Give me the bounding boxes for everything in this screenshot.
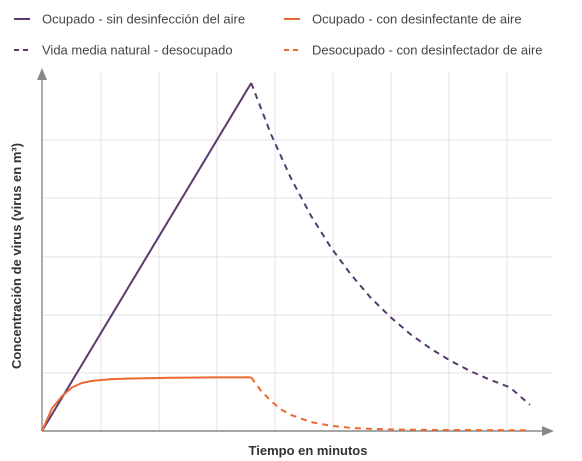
x-axis-arrow — [542, 426, 554, 436]
series-line-1 — [41, 82, 253, 432]
legend-label-4: Desocupado - con desinfectador de aire — [312, 43, 543, 58]
grid — [42, 73, 552, 431]
y-axis-label: Concentración de virus (virus en m³) — [9, 143, 24, 369]
series-line-2 — [41, 376, 252, 432]
legend: Ocupado - sin desinfección del aire Ocupa… — [14, 12, 543, 58]
legend-label-3: Vida media natural - desocupado — [42, 43, 233, 58]
y-axis-arrow — [37, 68, 47, 80]
series-line-3 — [250, 82, 531, 406]
legend-label-2: Ocupado - con desinfectante de aire — [312, 12, 522, 27]
series-group — [41, 82, 531, 432]
legend-label-1: Ocupado - sin desinfección del aire — [42, 12, 245, 27]
x-axis-label: Tiempo en minutos — [249, 443, 368, 458]
axes — [37, 68, 554, 436]
